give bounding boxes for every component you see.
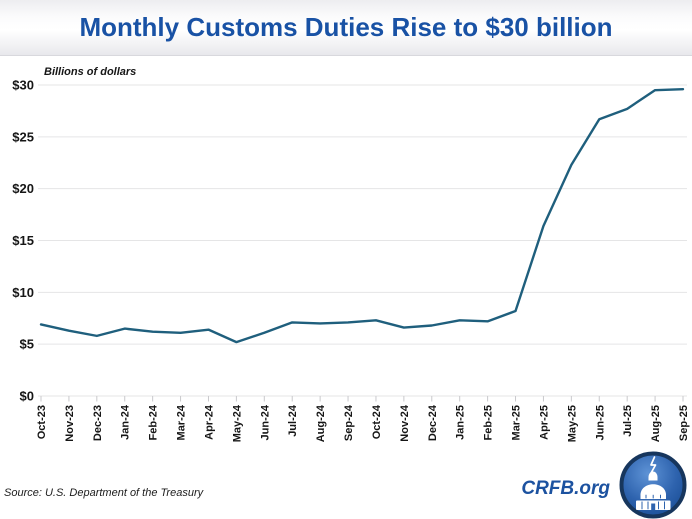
x-axis-tick-label: Nov-23 — [64, 405, 76, 442]
x-axis-tick-label: Jan-25 — [455, 405, 467, 440]
x-axis-tick-label: Jul-25 — [622, 405, 634, 437]
source-note: Source: U.S. Department of the Treasury — [4, 487, 204, 499]
x-axis-tick-label: Aug-24 — [315, 404, 327, 442]
x-axis-tick-label: Jul-24 — [287, 404, 299, 437]
y-axis-tick-label: $20 — [12, 181, 34, 196]
x-axis-tick-label: Dec-24 — [427, 404, 439, 441]
crfb-brand-text: CRFB.org — [521, 478, 610, 499]
x-axis-tick-label: May-24 — [231, 404, 243, 442]
chart-title: Monthly Customs Duties Rise to $30 billi… — [79, 12, 613, 42]
x-axis-tick-label: Jun-24 — [259, 404, 271, 440]
y-axis-units-label: Billions of dollars — [44, 66, 137, 78]
chart-header: Monthly Customs Duties Rise to $30 billi… — [0, 0, 692, 56]
crfb-capitol-logo — [619, 451, 687, 519]
y-axis-tick-label: $30 — [12, 78, 34, 93]
y-axis-tick-label: $5 — [20, 337, 34, 352]
line-chart-canvas: $0 $5 $10 $15 $20 $25 $30 Oct-23 Nov-23 Dec-23 Jan… — [12, 78, 690, 443]
capitol-dome-icon — [636, 456, 671, 510]
x-axis-tick-label: Mar-25 — [511, 405, 523, 440]
x-axis-tick-label: Jan-24 — [120, 404, 132, 440]
x-axis-tick-label: Sep-24 — [343, 404, 355, 441]
x-axis-tick-label: Apr-25 — [538, 405, 550, 440]
x-axis-tick-label: May-25 — [566, 405, 578, 442]
x-axis-tick-label: Apr-24 — [203, 404, 215, 440]
x-axis-tick-label: Sep-25 — [678, 405, 690, 441]
customs-duties-line-series — [39, 87, 685, 344]
x-axis-tick-label: Mar-24 — [176, 404, 188, 440]
x-axis-tick-label: Aug-25 — [650, 405, 662, 442]
x-axis-tick-label: Dec-23 — [92, 405, 104, 441]
x-axis-tick-label: Nov-24 — [399, 404, 411, 442]
y-axis-tick-label: $0 — [20, 389, 34, 404]
x-axis-tick-label: Feb-24 — [148, 404, 160, 440]
x-axis-tick-label: Oct-23 — [36, 405, 48, 439]
x-axis-tick-label: Oct-24 — [371, 404, 383, 439]
y-axis-tick-label: $15 — [12, 233, 34, 248]
x-axis-tick-label: Feb-25 — [483, 405, 495, 440]
y-axis-tick-label: $25 — [12, 129, 34, 144]
x-axis-tick-label: Jun-25 — [594, 405, 606, 440]
y-axis-tick-label: $10 — [12, 285, 34, 300]
